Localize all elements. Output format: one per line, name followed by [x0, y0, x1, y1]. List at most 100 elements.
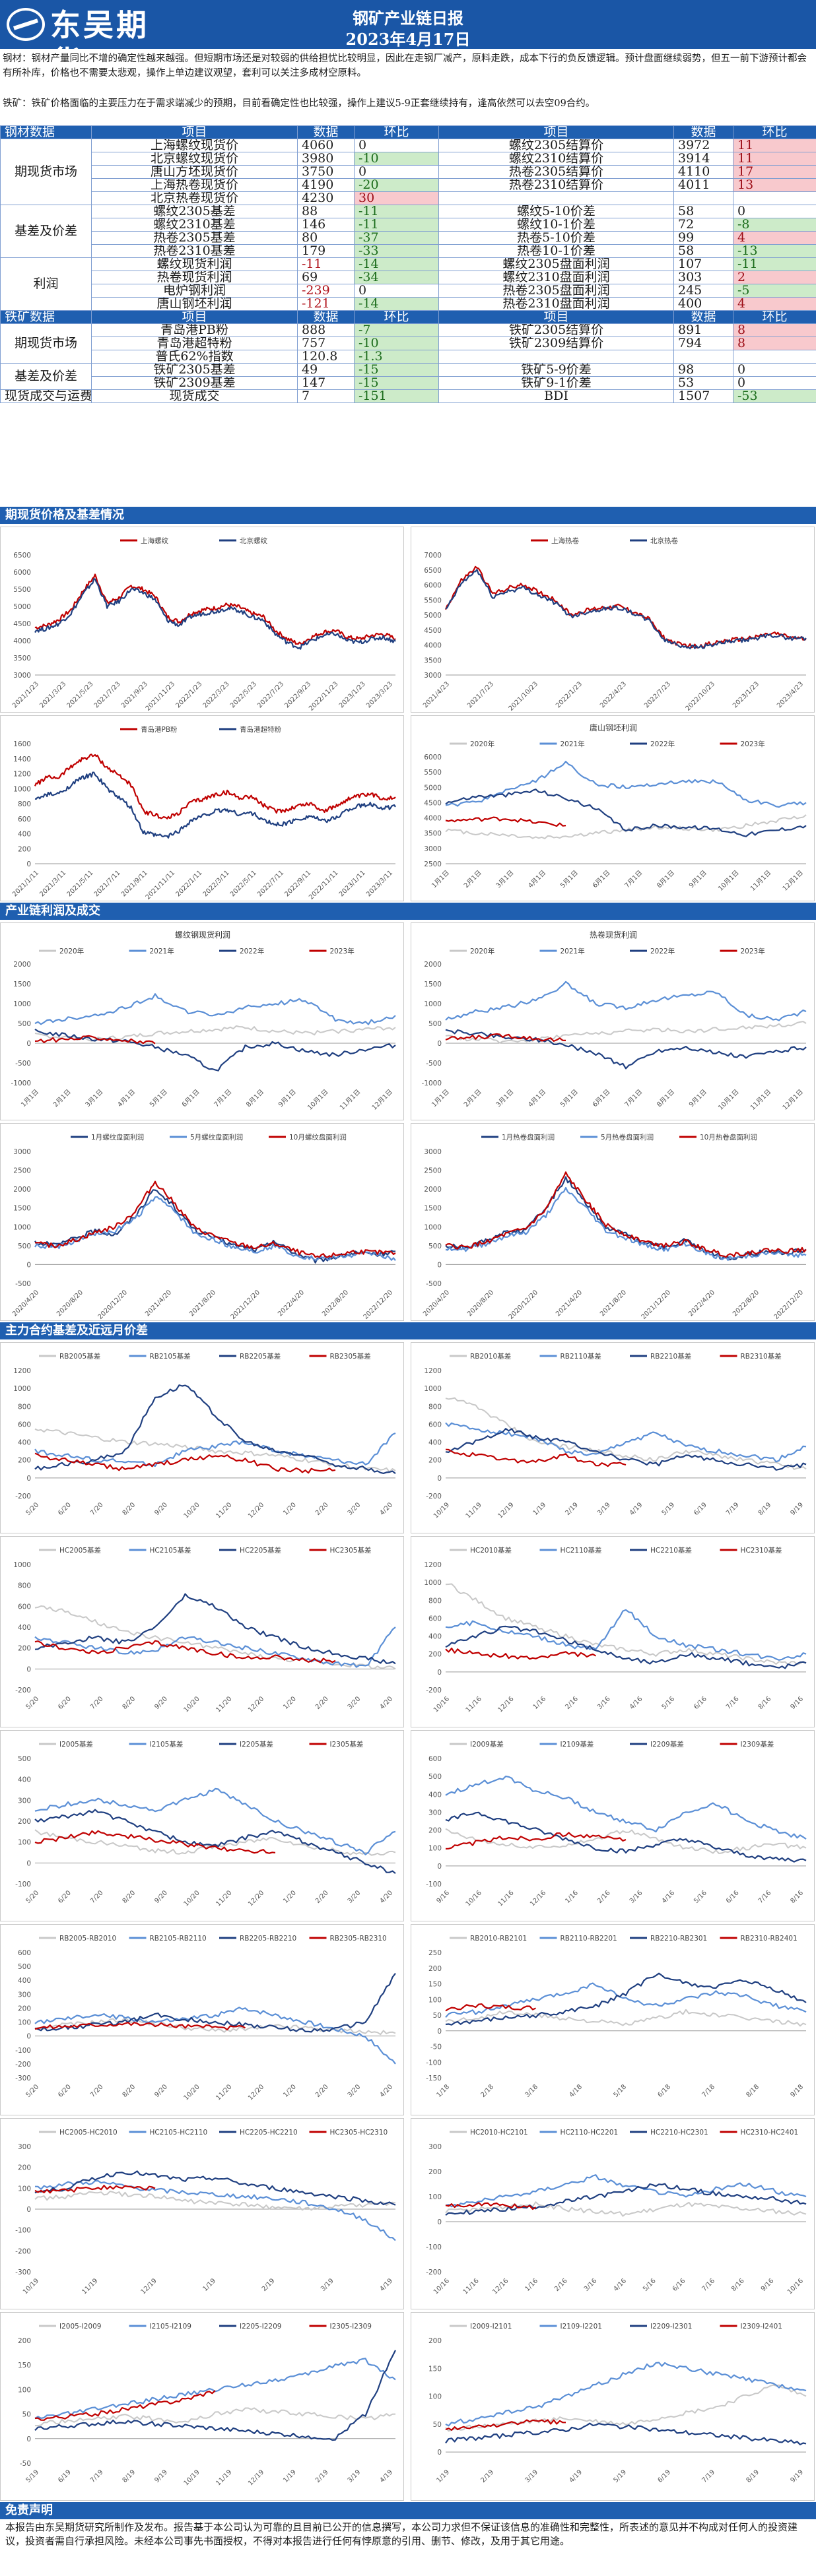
series-line	[445, 1422, 807, 1463]
series-line	[445, 1832, 627, 1850]
x-tick-label: 5/16	[642, 2277, 658, 2293]
y-tick-label: 1600	[13, 740, 31, 748]
y-tick-label: 3500	[424, 657, 442, 664]
table-row: 期现货市场 青岛港PB粉 888 -7 铁矿2305结算价 891 8	[0, 323, 816, 364]
y-tick-label: 1000	[13, 1000, 31, 1008]
chart-c20: I2009-I2101 I2109-I2201 I2209-I2301 I2309-I…	[411, 2312, 815, 2501]
x-tick-label: 8/20	[121, 2083, 137, 2099]
x-tick-label: 7/20	[89, 1501, 105, 1517]
series-line	[445, 1625, 807, 1669]
x-tick-label: 2023/1/23	[338, 680, 367, 709]
chart-c3: 青岛港PB粉 青岛港超特粉 0 200 400 600 800 1000 1200 1400 160…	[0, 715, 404, 901]
x-tick-label: 12/16	[496, 1695, 515, 1714]
right-change: 0	[733, 376, 816, 390]
left-item: 普氏62%指数	[91, 350, 298, 364]
y-tick-label: -100	[15, 2227, 31, 2235]
series-line	[34, 2358, 396, 2420]
series-line	[445, 1776, 807, 1840]
right-item: 螺纹2310结算价	[438, 152, 674, 166]
left-change: -10	[354, 152, 439, 166]
chart-c14: I2009基差 I2109基差 I2209基差 I2309基差 -100 0 100 200 3…	[411, 1730, 815, 1921]
y-tick-label: 200	[428, 2168, 442, 2176]
x-tick-label: 1/18	[435, 2083, 451, 2099]
x-tick-label: 2022/4/23	[599, 680, 628, 709]
y-tick-label: 300	[428, 2143, 442, 2151]
chart-svg: RB2010基差 RB2110基差 RB2210基差 RB2310基差 -200 0 200…	[424, 1352, 807, 1520]
series-line	[445, 981, 807, 1021]
x-tick-label: 2022/4/20	[277, 1289, 306, 1318]
right-change: 13	[733, 178, 816, 192]
left-value: 80	[297, 231, 355, 245]
series-line	[34, 1028, 396, 1072]
y-tick-label: 3500	[424, 830, 442, 838]
y-tick-label: 5500	[13, 586, 31, 594]
y-tick-label: 0	[437, 2028, 442, 2036]
legend-label: HC2005基差	[59, 1546, 101, 1555]
left-change: -37	[354, 231, 439, 245]
x-tick-label: 2022/7/11	[256, 869, 285, 898]
chart-svg: RB2010-RB2101 RB2110-RB2201 RB2210-RB2301 R…	[426, 1935, 807, 2099]
x-tick-label: 10月1日	[306, 1088, 330, 1112]
chart-c17: HC2005-HC2010 HC2105-HC2110 HC2205-HC2210 H…	[0, 2118, 404, 2309]
right-item	[438, 191, 674, 205]
right-item: 铁矿2309结算价	[438, 337, 674, 350]
y-tick-label: -300	[15, 2075, 31, 2082]
table-row: 期现货市场 上海螺纹现货价 4060 0 螺纹2305结算价 3972 11	[0, 139, 816, 205]
right-change: -53	[733, 389, 816, 403]
legend-label: HC2210基差	[650, 1546, 692, 1555]
y-tick-label: 2500	[13, 1167, 31, 1175]
x-tick-label: 1/16	[532, 1695, 548, 1711]
x-tick-label: 7/16	[757, 1889, 773, 1905]
y-tick-label: 300	[18, 2143, 31, 2151]
chart-c2: 上海热卷 北京热卷 3000 3500 4000 4500 5000 5500 6000 6500…	[411, 527, 815, 713]
series-line	[445, 1609, 807, 1661]
right-value: 891	[673, 323, 733, 337]
series-line	[34, 1973, 396, 2033]
series-line	[34, 1432, 396, 1467]
x-tick-label: 6月1日	[591, 1088, 612, 1109]
left-value: 3750	[297, 165, 355, 179]
legend-label: HC2110基差	[561, 1546, 602, 1555]
price-table: 钢材数据 项目 数据 环比 项目 数据 环比 期现货市场 上海螺纹现货价 4060 0 螺纹2305结…	[0, 125, 816, 403]
y-tick-label: 5000	[424, 612, 442, 620]
y-tick-label: 400	[18, 1977, 31, 1985]
series-line	[34, 1189, 396, 1264]
y-tick-label: 300	[18, 1991, 31, 1999]
series-line	[34, 1196, 396, 1261]
header-value: 数据	[673, 310, 733, 324]
y-tick-label: 4000	[13, 637, 31, 645]
right-change: 17	[733, 165, 816, 179]
y-tick-label: 0	[26, 2435, 31, 2443]
right-item: 铁矿5-9价差	[438, 363, 674, 377]
y-tick-label: 250	[428, 1949, 442, 1957]
chart-svg: HC2005基差 HC2105基差 HC2205基差 HC2305基差 -200 0 200…	[13, 1546, 396, 1714]
x-tick-label: 2022/7/23	[643, 680, 672, 709]
x-tick-label: 3/20	[347, 1695, 362, 1711]
x-tick-label: 7/20	[89, 1695, 105, 1711]
legend-label: 5月热卷盘面利润	[601, 1133, 654, 1142]
right-value: 58	[673, 244, 733, 258]
left-change: -15	[354, 363, 439, 377]
y-tick-label: -150	[426, 2075, 442, 2082]
x-tick-label: 2020/12/20	[97, 1289, 129, 1320]
legend-label: HC2010-HC2101	[470, 2129, 528, 2137]
chart-title: 唐山钢坯利润	[590, 723, 637, 732]
x-tick-label: 9/16	[435, 1889, 451, 1905]
x-tick-label: 2/16	[564, 1695, 580, 1711]
legend-label: RB2205基差	[240, 1352, 281, 1361]
legend-label: I2009-I2101	[470, 2323, 512, 2331]
legend-label: 青岛港PB粉	[141, 725, 178, 734]
x-tick-label: 9/16	[789, 1695, 805, 1711]
table-row: 青岛港超特粉 757 -10 铁矿2309结算价 794 8	[1, 337, 816, 350]
legend-label: I2109基差	[561, 1740, 594, 1749]
right-item: 螺纹5-10价差	[438, 205, 674, 218]
left-item: 上海热卷现货价	[91, 178, 298, 192]
x-tick-label: 2023/3/23	[365, 680, 394, 709]
left-item: 电炉钢利润	[91, 284, 298, 298]
left-value: 888	[297, 323, 355, 337]
x-tick-label: 2021/4/20	[555, 1289, 584, 1318]
legend-label: 10月热卷盘面利润	[700, 1133, 757, 1142]
legend-label: 2023年	[741, 947, 765, 955]
row-group-label: 基差及价差	[0, 363, 92, 390]
x-tick-label: 8月1日	[245, 1088, 266, 1109]
